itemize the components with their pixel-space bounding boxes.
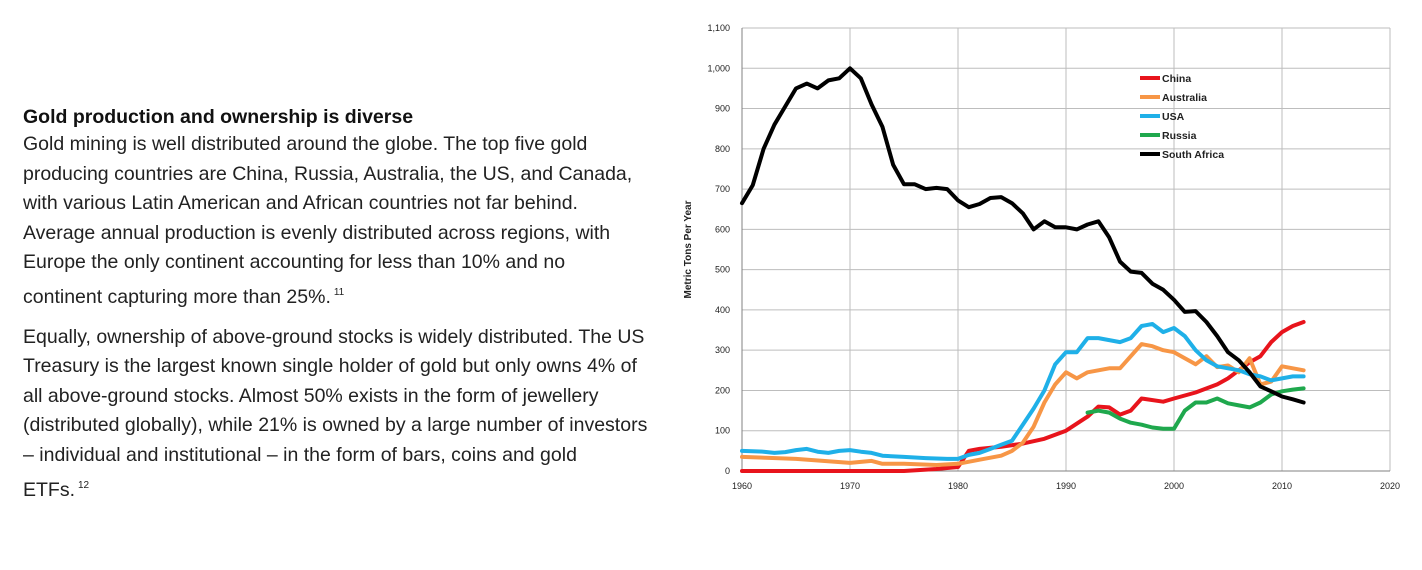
x-tick-label: 1960 xyxy=(732,481,752,491)
y-tick-label: 300 xyxy=(715,345,730,355)
legend-label: Russia xyxy=(1162,130,1197,142)
x-tick-label: 1990 xyxy=(1056,481,1076,491)
x-tick-label: 2000 xyxy=(1164,481,1184,491)
y-tick-label: 1,100 xyxy=(707,23,730,33)
gold-production-line-chart: 0 100 200 300 400 500 600 700 800 900 1,000 1,100 19… xyxy=(683,23,1400,491)
legend-label: China xyxy=(1162,73,1191,85)
series-line-south-africa xyxy=(740,66,1306,405)
y-tick-label: 0 xyxy=(725,466,730,476)
legend-label: USA xyxy=(1162,111,1185,123)
y-tick-label: 1,000 xyxy=(707,63,730,73)
paragraph-1-text: Gold mining is well distributed around t… xyxy=(23,133,633,308)
y-tick-label: 600 xyxy=(715,224,730,234)
series-line-usa xyxy=(740,322,1306,461)
series-line-china xyxy=(740,320,1306,473)
x-tick-label: 1970 xyxy=(840,481,860,491)
article-heading: Gold production and ownership is diverse xyxy=(23,106,414,128)
x-tick-label: 2020 xyxy=(1380,481,1400,491)
x-tick-label: 2010 xyxy=(1272,481,1292,491)
y-tick-label: 400 xyxy=(715,305,730,315)
footnote-ref-12: 12 xyxy=(78,479,90,491)
paragraph-2-text: Equally, ownership of above-ground stock… xyxy=(23,325,648,501)
y-tick-label: 100 xyxy=(715,426,730,436)
y-tick-label: 900 xyxy=(715,104,730,114)
y-tick-label: 800 xyxy=(715,144,730,154)
series-line-australia xyxy=(740,342,1306,467)
y-axis-label: Metric Tons Per Year xyxy=(683,200,694,298)
y-tick-label: 700 xyxy=(715,184,730,194)
legend-label: South Africa xyxy=(1162,149,1224,161)
y-tick-label: 500 xyxy=(715,265,730,275)
series-line-russia xyxy=(1085,386,1306,431)
y-tick-label: 200 xyxy=(715,385,730,395)
x-tick-label: 1980 xyxy=(948,481,968,491)
article-paragraph-1: Gold mining is well distributed around t… xyxy=(23,130,648,313)
article-paragraph-2: Equally, ownership of above-ground stock… xyxy=(23,323,648,506)
footnote-ref-11: 11 xyxy=(333,286,345,298)
legend-label: Australia xyxy=(1162,92,1207,104)
article-text: Gold production and ownership is diverse… xyxy=(23,104,648,515)
